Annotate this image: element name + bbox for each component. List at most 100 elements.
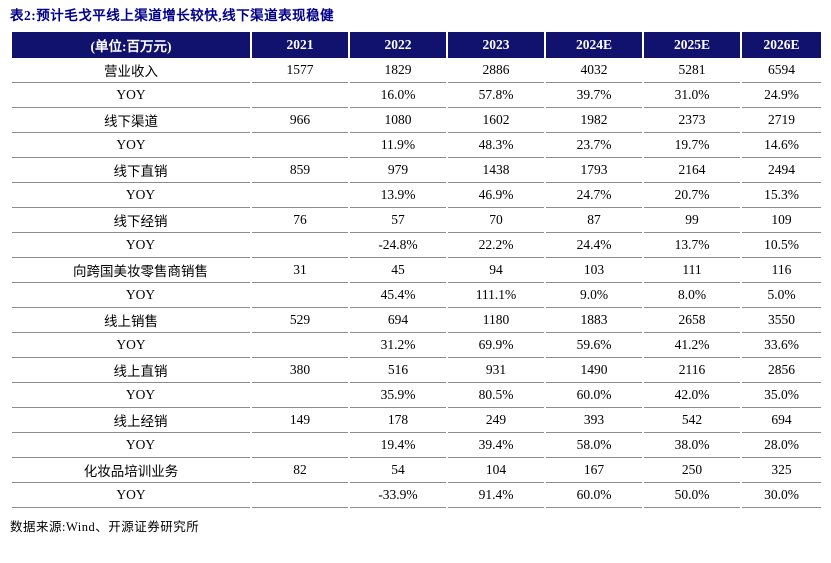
- cell-2021: 76: [252, 208, 348, 233]
- cell-2023: 111.1%: [448, 283, 544, 308]
- cell-2023: 931: [448, 358, 544, 383]
- cell-2025E: 19.7%: [644, 133, 740, 158]
- cell-2025E: 542: [644, 408, 740, 433]
- cell-2025E: 42.0%: [644, 383, 740, 408]
- column-header-2024E: 2024E: [546, 31, 642, 58]
- cell-2022: 16.0%: [350, 83, 446, 108]
- table-row: 线下渠道 966 1080 1602 1982 2373 2719: [12, 108, 821, 133]
- row-label: YOY: [12, 333, 250, 358]
- cell-2022: 19.4%: [350, 433, 446, 458]
- cell-2023: 46.9%: [448, 183, 544, 208]
- cell-2023: 1438: [448, 158, 544, 183]
- cell-2021: 529: [252, 308, 348, 333]
- cell-2026E: 3550: [742, 308, 821, 333]
- cell-2025E: 50.0%: [644, 483, 740, 508]
- cell-2023: 1180: [448, 308, 544, 333]
- cell-2021: [252, 333, 348, 358]
- cell-2024E: 393: [546, 408, 642, 433]
- row-label: YOY: [12, 433, 250, 458]
- cell-2025E: 13.7%: [644, 233, 740, 258]
- table-row: 线上销售 529 694 1180 1883 2658 3550: [12, 308, 821, 333]
- cell-2024E: 1793: [546, 158, 642, 183]
- unit-header-cell: (单位:百万元): [12, 31, 250, 58]
- row-label: 营业收入: [12, 58, 250, 83]
- header-row: (单位:百万元) 2021 2022 2023 2024E 2025E 2026E: [12, 31, 821, 58]
- row-label: 化妆品培训业务: [12, 458, 250, 483]
- cell-2024E: 23.7%: [546, 133, 642, 158]
- cell-2024E: 59.6%: [546, 333, 642, 358]
- cell-2021: 966: [252, 108, 348, 133]
- cell-2023: 22.2%: [448, 233, 544, 258]
- cell-2023: 91.4%: [448, 483, 544, 508]
- cell-2022: 54: [350, 458, 446, 483]
- financial-forecast-table: (单位:百万元) 2021 2022 2023 2024E 2025E 2026E 营业收…: [10, 31, 823, 508]
- cell-2023: 249: [448, 408, 544, 433]
- table-row: 线下直销 859 979 1438 1793 2164 2494: [12, 158, 821, 183]
- cell-2021: [252, 433, 348, 458]
- cell-2024E: 1490: [546, 358, 642, 383]
- cell-2022: 694: [350, 308, 446, 333]
- cell-2021: [252, 483, 348, 508]
- cell-2024E: 87: [546, 208, 642, 233]
- cell-2021: [252, 183, 348, 208]
- row-label: YOY: [12, 233, 250, 258]
- cell-2024E: 58.0%: [546, 433, 642, 458]
- cell-2021: [252, 133, 348, 158]
- table-row: 线上经销 149 178 249 393 542 694: [12, 408, 821, 433]
- column-header-2023: 2023: [448, 31, 544, 58]
- cell-2024E: 39.7%: [546, 83, 642, 108]
- cell-2025E: 250: [644, 458, 740, 483]
- cell-2025E: 41.2%: [644, 333, 740, 358]
- cell-2022: 35.9%: [350, 383, 446, 408]
- cell-2025E: 31.0%: [644, 83, 740, 108]
- table-row: YOY 35.9% 80.5% 60.0% 42.0% 35.0%: [12, 383, 821, 408]
- table-row: YOY 45.4% 111.1% 9.0% 8.0% 5.0%: [12, 283, 821, 308]
- table-title: 表2:预计毛戈平线上渠道增长较快,线下渠道表现稳健: [10, 8, 335, 23]
- cell-2022: 516: [350, 358, 446, 383]
- cell-2022: -33.9%: [350, 483, 446, 508]
- cell-2025E: 38.0%: [644, 433, 740, 458]
- table-body: 营业收入 1577 1829 2886 4032 5281 6594 YOY 16.0% 57.8…: [12, 58, 821, 508]
- cell-2021: [252, 233, 348, 258]
- cell-2023: 70: [448, 208, 544, 233]
- cell-2026E: 35.0%: [742, 383, 821, 408]
- cell-2023: 57.8%: [448, 83, 544, 108]
- row-label: 线上销售: [12, 308, 250, 333]
- table-row: 线上直销 380 516 931 1490 2116 2856: [12, 358, 821, 383]
- cell-2025E: 2658: [644, 308, 740, 333]
- table-row: YOY 13.9% 46.9% 24.7% 20.7% 15.3%: [12, 183, 821, 208]
- row-label: YOY: [12, 133, 250, 158]
- cell-2022: 1829: [350, 58, 446, 83]
- cell-2026E: 24.9%: [742, 83, 821, 108]
- data-source-note: 数据来源:Wind、开源证券研究所: [10, 519, 200, 534]
- row-label: 线上直销: [12, 358, 250, 383]
- table-row: YOY 19.4% 39.4% 58.0% 38.0% 28.0%: [12, 433, 821, 458]
- row-label: YOY: [12, 483, 250, 508]
- cell-2024E: 167: [546, 458, 642, 483]
- cell-2024E: 24.7%: [546, 183, 642, 208]
- cell-2025E: 2164: [644, 158, 740, 183]
- column-header-2022: 2022: [350, 31, 446, 58]
- row-label: YOY: [12, 183, 250, 208]
- cell-2025E: 111: [644, 258, 740, 283]
- table-row: 化妆品培训业务 82 54 104 167 250 325: [12, 458, 821, 483]
- cell-2026E: 5.0%: [742, 283, 821, 308]
- row-label: 线下经销: [12, 208, 250, 233]
- cell-2026E: 2494: [742, 158, 821, 183]
- cell-2023: 2886: [448, 58, 544, 83]
- cell-2021: 1577: [252, 58, 348, 83]
- cell-2026E: 6594: [742, 58, 821, 83]
- cell-2021: 31: [252, 258, 348, 283]
- cell-2026E: 15.3%: [742, 183, 821, 208]
- cell-2026E: 116: [742, 258, 821, 283]
- cell-2021: 380: [252, 358, 348, 383]
- cell-2026E: 2719: [742, 108, 821, 133]
- cell-2021: 859: [252, 158, 348, 183]
- cell-2022: 11.9%: [350, 133, 446, 158]
- cell-2024E: 103: [546, 258, 642, 283]
- cell-2021: 82: [252, 458, 348, 483]
- row-label: YOY: [12, 83, 250, 108]
- cell-2022: 979: [350, 158, 446, 183]
- cell-2024E: 9.0%: [546, 283, 642, 308]
- row-label: 线上经销: [12, 408, 250, 433]
